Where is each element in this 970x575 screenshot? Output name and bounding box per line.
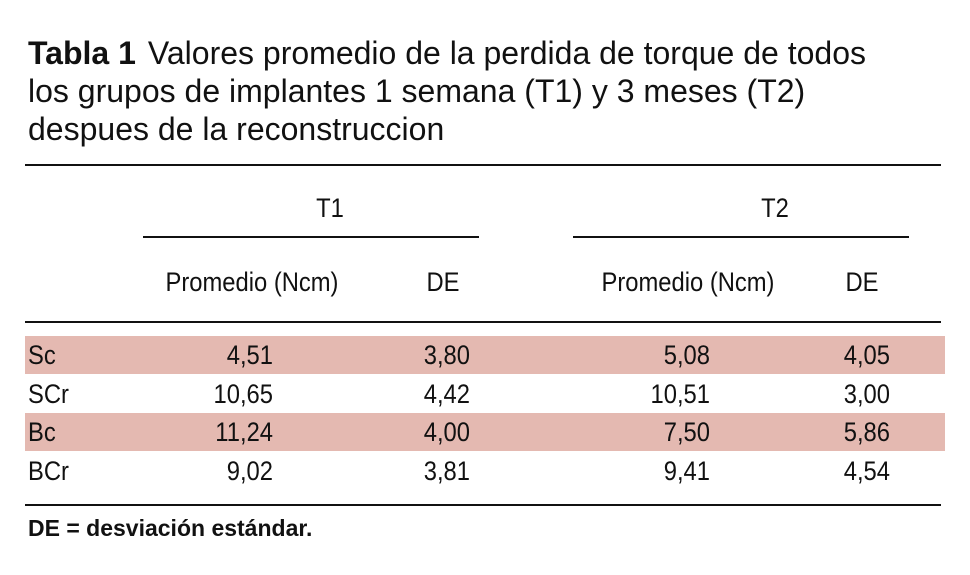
row-shade: [25, 336, 945, 374]
column-header: Promedio (Ncm): [165, 267, 339, 297]
table-cell: 7,50: [663, 417, 710, 447]
header-rule: [25, 321, 941, 323]
table-cell: 5,08: [663, 340, 710, 370]
group-rule: [143, 236, 479, 238]
table-cell: 10,51: [650, 378, 710, 409]
table-caption: Tabla 1 Valores promedio de la perdida de…: [28, 34, 908, 148]
table-cell: 3,80: [423, 340, 470, 370]
bottom-rule: [25, 504, 941, 506]
row-shade: [25, 413, 945, 451]
group-header: T2: [761, 193, 789, 223]
group-rule: [573, 236, 909, 238]
table-cell: 4,05: [843, 340, 890, 370]
top-rule: [25, 164, 941, 166]
group-header: T1: [316, 193, 344, 223]
table-cell: 4,42: [423, 378, 470, 409]
column-header: DE: [845, 267, 879, 297]
row-label: BCr: [28, 455, 69, 486]
table-cell: 10,65: [213, 378, 273, 409]
table-cell: 5,86: [843, 417, 890, 447]
row-label: SCr: [28, 378, 69, 409]
row-label: Bc: [28, 417, 56, 447]
table-cell: 3,00: [843, 378, 890, 409]
table-cell: 4,00: [423, 417, 470, 447]
table-cell: 4,51: [226, 340, 273, 370]
table-cell: 9,02: [226, 455, 273, 486]
table-cell: 3,81: [423, 455, 470, 486]
table-cell: 11,24: [215, 417, 273, 447]
column-header: DE: [426, 267, 460, 297]
table-cell: 9,41: [663, 455, 710, 486]
table-cell: 4,54: [843, 455, 890, 486]
caption-label: Tabla 1: [28, 35, 136, 71]
row-label: Sc: [28, 340, 56, 370]
caption-text: Valores promedio de la perdida de torque…: [28, 35, 866, 147]
footnote: DE = desviación estándar.: [28, 515, 313, 541]
column-header: Promedio (Ncm): [601, 267, 775, 297]
